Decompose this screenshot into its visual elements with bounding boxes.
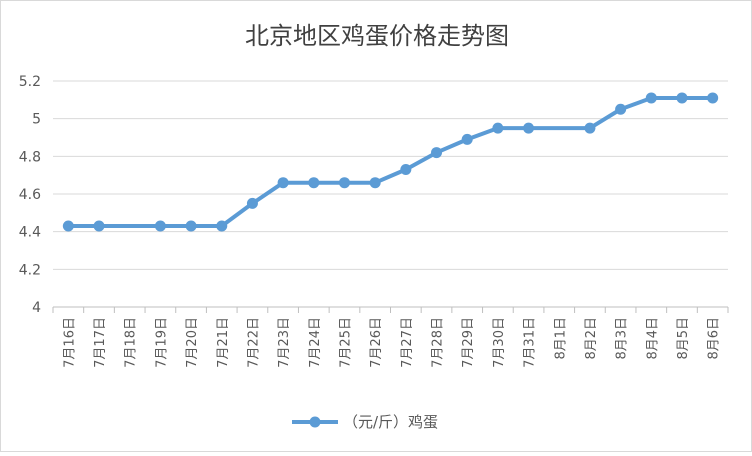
x-tick-label: 7月27日	[400, 317, 415, 368]
data-point	[676, 92, 688, 104]
y-tick-label: 4	[32, 300, 41, 316]
data-point	[338, 177, 350, 189]
x-tick-label: 7月20日	[185, 317, 200, 368]
data-point	[93, 220, 105, 232]
data-point	[492, 122, 504, 134]
legend-label: （元/斤）鸡蛋	[343, 413, 438, 431]
data-point	[369, 177, 381, 189]
x-tick-label: 7月22日	[246, 317, 261, 368]
x-tick-label: 7月23日	[277, 317, 292, 368]
data-point	[154, 220, 166, 232]
data-point	[615, 103, 627, 115]
y-tick-label: 4.8	[19, 149, 41, 165]
y-tick-label: 5	[32, 112, 41, 128]
x-tick-label: 7月17日	[93, 317, 108, 368]
x-tick-label: 8月3日	[615, 317, 630, 360]
x-tick-label: 7月19日	[154, 317, 169, 368]
legend: （元/斤）鸡蛋	[292, 413, 438, 431]
x-tick-label: 8月1日	[553, 317, 568, 360]
x-tick-label: 7月16日	[62, 317, 77, 368]
y-tick-label: 5.2	[19, 74, 41, 90]
y-tick-label: 4.6	[19, 187, 41, 203]
x-tick-label: 7月29日	[461, 317, 476, 368]
data-point	[62, 220, 74, 232]
data-point	[216, 220, 228, 232]
gridlines	[53, 80, 728, 308]
data-point	[277, 177, 289, 189]
y-tick-label: 4.2	[19, 262, 41, 278]
x-tick-label: 8月6日	[707, 317, 722, 360]
data-point	[584, 122, 596, 134]
x-tick-label: 8月2日	[584, 317, 599, 360]
data-point	[431, 147, 443, 159]
data-point	[461, 133, 473, 145]
x-tick-label: 7月25日	[338, 317, 353, 368]
data-point	[246, 197, 258, 209]
data-point	[523, 122, 535, 134]
series-layer	[62, 92, 719, 232]
x-tick-label: 7月28日	[431, 317, 446, 368]
series-line	[68, 95, 713, 229]
x-tick-label: 7月30日	[492, 317, 507, 368]
x-tick-label: 7月24日	[308, 317, 323, 368]
chart-title: 北京地区鸡蛋价格走势图	[245, 22, 509, 50]
x-tick-label: 7月21日	[216, 317, 231, 368]
data-point	[308, 177, 320, 189]
x-tick-label: 8月5日	[676, 317, 691, 360]
x-tick-label: 7月18日	[124, 317, 139, 368]
data-point	[645, 92, 657, 104]
x-tick-label: 7月31日	[523, 317, 538, 368]
x-tick-label: 8月4日	[645, 317, 660, 360]
legend-dot-marker	[309, 416, 321, 428]
data-point	[400, 164, 412, 176]
y-tick-label: 4.4	[19, 225, 41, 241]
x-axis: 7月16日 7月17日 7月18日 7月19日 7月20日 7月21日 7月22日 7月23日…	[52, 306, 729, 368]
data-point	[185, 220, 197, 232]
y-axis-ticks: 4 4.2 4.4 4.6 4.8 5 5.2	[19, 74, 41, 316]
x-tick-label: 7月26日	[369, 317, 384, 368]
data-point	[707, 92, 719, 104]
